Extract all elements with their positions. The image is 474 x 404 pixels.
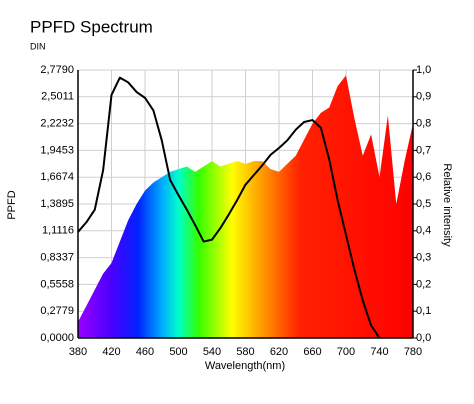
spectrum-area [78, 75, 413, 339]
y2-tick-label: 0,8 [416, 118, 431, 130]
x-tick-label: 540 [203, 346, 221, 358]
y2-tick-label: 0,7 [416, 144, 431, 156]
y2-tick-label: 0,6 [416, 171, 431, 183]
x-tick-label: 420 [102, 346, 120, 358]
y-tick-label: 1,1116 [42, 225, 74, 237]
y-tick-label: 1,3895 [40, 198, 74, 210]
x-tick-label: 780 [404, 346, 422, 358]
y-tick-label: 0,8337 [40, 252, 74, 264]
y2-tick-label: 1,0 [416, 64, 431, 76]
x-tick-label: 620 [270, 346, 288, 358]
y-tick-label: 0,5558 [40, 278, 74, 290]
x-tick-label: 380 [69, 346, 87, 358]
y-tick-label: 1,6674 [40, 171, 74, 183]
x-tick-label: 500 [169, 346, 187, 358]
x-tick-label: 660 [303, 346, 321, 358]
x-tick-label: 700 [337, 346, 355, 358]
y2-axis-label: Relative intensity [441, 163, 453, 247]
y-axis-label: PPFD [6, 190, 18, 219]
y2-tick-label: 0,1 [416, 305, 431, 317]
x-tick-label: 740 [370, 346, 388, 358]
y-tick-label: 2,7790 [40, 64, 74, 76]
x-axis-label: Wavelength(nm) [205, 360, 285, 372]
y2-tick-label: 0,3 [416, 252, 431, 264]
y-tick-label: 2,2232 [40, 118, 74, 130]
y-tick-label: 0,0000 [40, 332, 74, 344]
x-tick-label: 580 [236, 346, 254, 358]
chart-title: PPFD Spectrum [30, 17, 153, 36]
y2-tick-label: 0,4 [416, 225, 431, 237]
y2-tick-label: 0,9 [416, 91, 431, 103]
y2-tick-label: 0,5 [416, 198, 431, 210]
y2-tick-label: 0,2 [416, 278, 431, 290]
intensity-line [77, 76, 381, 339]
y-tick-label: 2,5011 [41, 91, 74, 103]
y2-tick-label: 0,0 [416, 332, 431, 344]
x-tick-label: 460 [136, 346, 154, 358]
y-tick-label: 0,2779 [40, 305, 74, 317]
unit-label: DIN [30, 41, 46, 51]
y-tick-label: 1,9453 [40, 144, 74, 156]
